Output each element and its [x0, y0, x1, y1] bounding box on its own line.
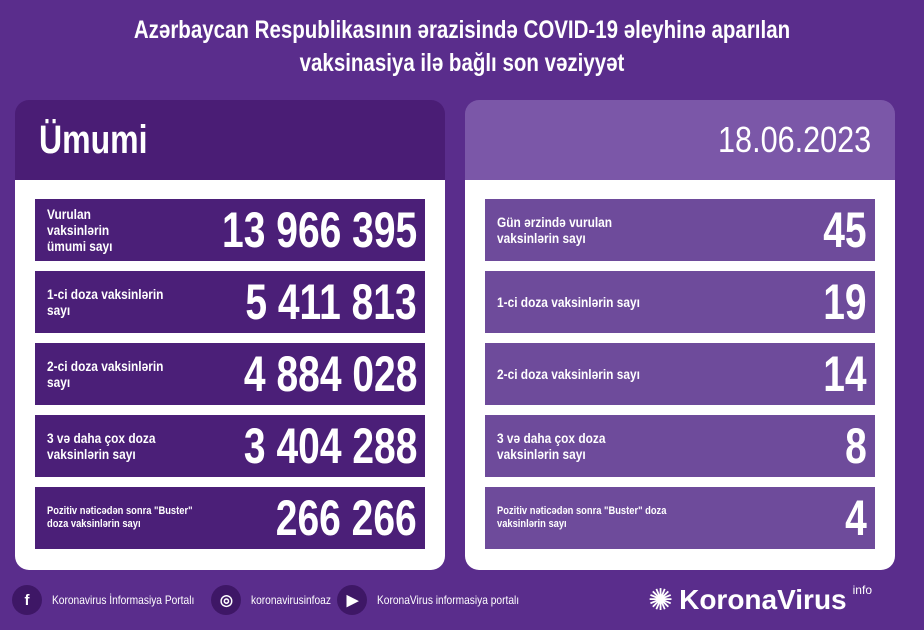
stat-label: 3 və daha çox doza vaksinlərin sayı — [497, 430, 606, 462]
stat-value: 19 — [823, 274, 867, 330]
stat-value: 266 266 — [276, 490, 417, 546]
stat-value: 8 — [845, 418, 867, 474]
page-title: Azərbaycan Respublikasının ərazisində CO… — [83, 14, 841, 80]
brand-logo: ✺ KoronaVirus info — [648, 583, 872, 618]
daily-card: Gün ərzində vurulan vaksinlərin sayı 45 1… — [465, 180, 895, 570]
stat-row: Pozitiv nəticədən sonra "Buster" doza va… — [35, 487, 425, 549]
instagram-link[interactable]: koronavirusinfoaz — [251, 593, 332, 607]
footer: f Koronavirus İnformasiya Portalı ◎ koro… — [12, 583, 912, 617]
stat-label: 1-ci doza vaksinlərin sayı — [497, 294, 640, 310]
stat-label: 1-ci doza vaksinlərin sayı — [47, 286, 164, 318]
stat-value: 13 966 395 — [221, 202, 417, 258]
stat-label: 3 və daha çox doza vaksinlərin sayı — [47, 430, 156, 462]
stat-value: 14 — [823, 346, 867, 402]
brand-name: KoronaVirus — [679, 584, 847, 615]
stat-value: 45 — [823, 202, 867, 258]
stat-row: 2-ci doza vaksinlərin sayı 14 — [485, 343, 875, 405]
title-line-1: Azərbaycan Respublikasının ərazisində CO… — [133, 16, 791, 44]
facebook-link[interactable]: Koronavirus İnformasiya Portalı — [52, 593, 195, 607]
stat-value: 4 884 028 — [243, 346, 417, 402]
stat-row: Gün ərzində vurulan vaksinlərin sayı 45 — [485, 199, 875, 261]
stat-label: 2-ci doza vaksinlərin sayı — [47, 358, 164, 390]
stat-value: 5 411 813 — [245, 274, 417, 330]
instagram-icon[interactable]: ◎ — [211, 585, 242, 615]
total-card: Vurulan vaksinlərin ümumi sayı 13 966 395… — [15, 180, 445, 570]
sun-virus-icon: ✺ — [647, 583, 674, 617]
total-heading: Ümumi — [39, 117, 148, 162]
total-header: Ümumi — [15, 100, 445, 180]
stat-row: 1-ci doza vaksinlərin sayı 19 — [485, 271, 875, 333]
total-panel: Ümumi Vurulan vaksinlərin ümumi sayı 13 9… — [15, 100, 445, 570]
facebook-icon[interactable]: f — [12, 585, 42, 615]
daily-panel: 18.06.2023 Gün ərzində vurulan vaksinlər… — [465, 100, 895, 570]
stat-label: Gün ərzində vurulan vaksinlərin sayı — [497, 214, 613, 246]
title-line-2: vaksinasiya ilə bağlı son vəziyyət — [299, 49, 625, 77]
youtube-icon[interactable]: ▶ — [337, 585, 368, 615]
stat-label: Pozitiv nəticədən sonra "Buster" doza va… — [497, 505, 667, 530]
brand-sup: info — [852, 582, 872, 597]
stat-row: Pozitiv nəticədən sonra "Buster" doza va… — [485, 487, 875, 549]
stat-value: 4 — [845, 490, 867, 546]
stat-label: Vurulan vaksinlərin ümumi sayı — [47, 206, 113, 254]
stat-label: Pozitiv nəticədən sonra "Buster" doza va… — [47, 505, 193, 530]
stat-row: 3 və daha çox doza vaksinlərin sayı 3 404… — [35, 415, 425, 477]
stat-row: Vurulan vaksinlərin ümumi sayı 13 966 395 — [35, 199, 425, 261]
daily-header: 18.06.2023 — [465, 100, 895, 180]
stat-value: 3 404 288 — [243, 418, 417, 474]
stat-label: 2-ci doza vaksinlərin sayı — [497, 366, 640, 382]
date-label: 18.06.2023 — [717, 119, 871, 160]
youtube-link[interactable]: KoronaVirus informasiya portalı — [377, 593, 520, 607]
stat-row: 3 və daha çox doza vaksinlərin sayı 8 — [485, 415, 875, 477]
stat-row: 1-ci doza vaksinlərin sayı 5 411 813 — [35, 271, 425, 333]
stat-row: 2-ci doza vaksinlərin sayı 4 884 028 — [35, 343, 425, 405]
